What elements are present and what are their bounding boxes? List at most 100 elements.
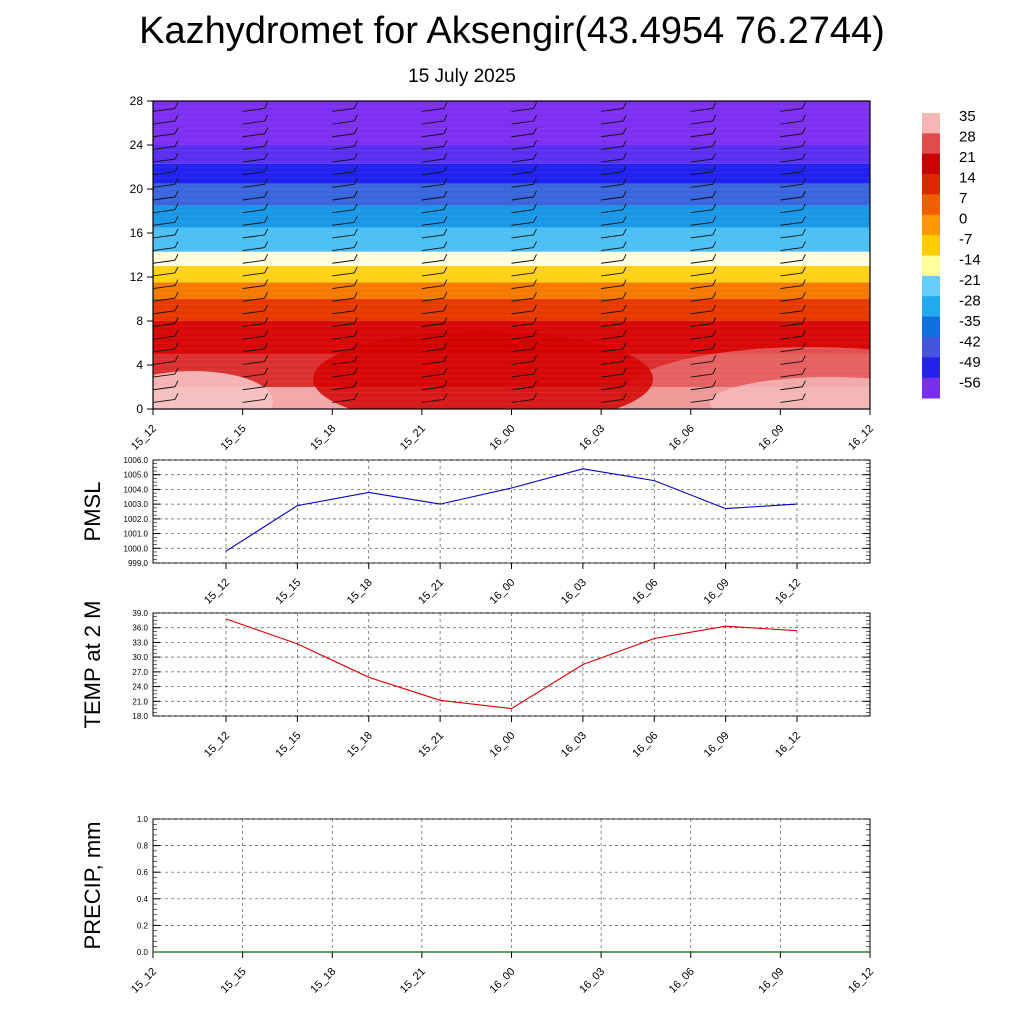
x-tick-label: 16_06: [630, 730, 660, 760]
wind-barb: [153, 196, 176, 201]
y-tick-label: 1003.0: [124, 500, 149, 509]
x-tick-label: 15_15: [273, 577, 303, 607]
wind-barb: [153, 120, 176, 125]
wind-barb: [153, 310, 176, 315]
wind-barb: [892, 102, 895, 108]
wind-barb: [801, 329, 806, 337]
wind-barb: [892, 204, 895, 210]
colorbar-label: 14: [959, 170, 976, 187]
wind-barb: [511, 108, 534, 112]
wind-barb: [332, 297, 355, 302]
heatmap-band: [153, 299, 870, 321]
wind-barb: [421, 183, 444, 188]
wind-barb: [421, 348, 444, 353]
y-tick-label: 0.0: [137, 948, 149, 957]
y-tick-label: 1004.0: [124, 485, 149, 494]
wind-barb: [353, 304, 358, 312]
wind-barb: [443, 241, 448, 248]
wind-barb: [443, 380, 448, 387]
wind-barb: [780, 158, 803, 163]
wind-barb: [690, 120, 713, 125]
wind-barb: [622, 291, 627, 299]
wind-barb: [242, 259, 265, 264]
wind-barb: [443, 178, 448, 185]
wind-barb: [174, 380, 179, 387]
wind-barb: [443, 304, 448, 312]
wind-barb: [801, 102, 806, 109]
wind-barb: [153, 183, 176, 188]
wind-barb: [353, 342, 358, 350]
wind-barb: [332, 348, 355, 353]
wind-barb: [690, 145, 713, 150]
wind-barb: [712, 367, 717, 375]
wind-barb: [601, 209, 624, 214]
colorbar-label: 7: [959, 190, 967, 207]
wind-barb: [332, 234, 355, 239]
wind-barb: [153, 386, 176, 391]
wind-barb: [780, 183, 803, 188]
heatmap-blob: [313, 331, 653, 409]
wind-barb: [869, 110, 870, 112]
wind-barb: [690, 209, 713, 214]
wind-barb: [443, 317, 448, 324]
wind-barb: [780, 297, 803, 302]
heatmap-band: [153, 205, 870, 228]
wind-barb: [712, 266, 717, 274]
x-tick-label: 15_18: [345, 730, 375, 760]
wind-barb: [264, 140, 269, 147]
wind-barb: [690, 323, 713, 327]
wind-barb: [712, 355, 717, 362]
x-tick-label: 16_06: [630, 577, 660, 607]
wind-barb: [332, 247, 355, 252]
wind-barb: [174, 304, 179, 312]
wind-barb: [174, 178, 179, 185]
wind-barb: [892, 355, 895, 361]
wind-barb: [421, 386, 444, 391]
wind-barb: [421, 259, 444, 264]
wind-barb: [601, 361, 624, 365]
colorbar-swatch: [922, 133, 940, 155]
wind-barb: [421, 145, 444, 150]
wind-barb: [443, 254, 448, 261]
wind-barb: [690, 133, 713, 138]
wind-barb: [153, 297, 176, 302]
wind-barb: [511, 120, 534, 125]
wind-barb: [264, 203, 269, 210]
wind-barb: [353, 279, 358, 286]
wind-barb: [601, 348, 624, 353]
wind-barb: [264, 304, 269, 312]
wind-barb: [869, 275, 870, 276]
wind-barb: [332, 120, 355, 125]
y-tick-label: 12: [130, 270, 144, 284]
wind-barb: [332, 386, 355, 391]
wind-barb: [332, 285, 355, 289]
wind-barb: [801, 127, 806, 134]
y-axis-label: PMSL: [80, 482, 105, 542]
wind-barb: [174, 190, 179, 198]
wind-barb: [622, 254, 627, 261]
wind-barb: [242, 373, 265, 378]
y-tick-label: 30.0: [132, 653, 148, 662]
wind-barb: [353, 216, 358, 223]
wind-barb: [712, 140, 717, 147]
wind-barb: [801, 152, 806, 160]
wind-barb: [533, 291, 537, 299]
wind-barb: [892, 216, 895, 222]
wind-barb: [242, 348, 265, 353]
y-tick-label: 4: [136, 358, 143, 372]
wind-barb: [801, 393, 806, 400]
wind-barb: [869, 174, 870, 175]
wind-barb: [511, 348, 534, 353]
wind-barb: [712, 241, 717, 248]
wind-barb: [264, 266, 269, 274]
wind-barb: [712, 380, 717, 387]
wind-barb: [353, 178, 358, 185]
wind-barb: [601, 247, 624, 252]
wind-barb: [153, 133, 176, 138]
wind-barb: [601, 285, 624, 289]
wind-barb: [869, 389, 870, 390]
wind-barb: [264, 102, 269, 109]
y-tick-label: 0.2: [137, 921, 149, 930]
wind-barb: [801, 291, 806, 299]
wind-barb: [533, 178, 537, 185]
